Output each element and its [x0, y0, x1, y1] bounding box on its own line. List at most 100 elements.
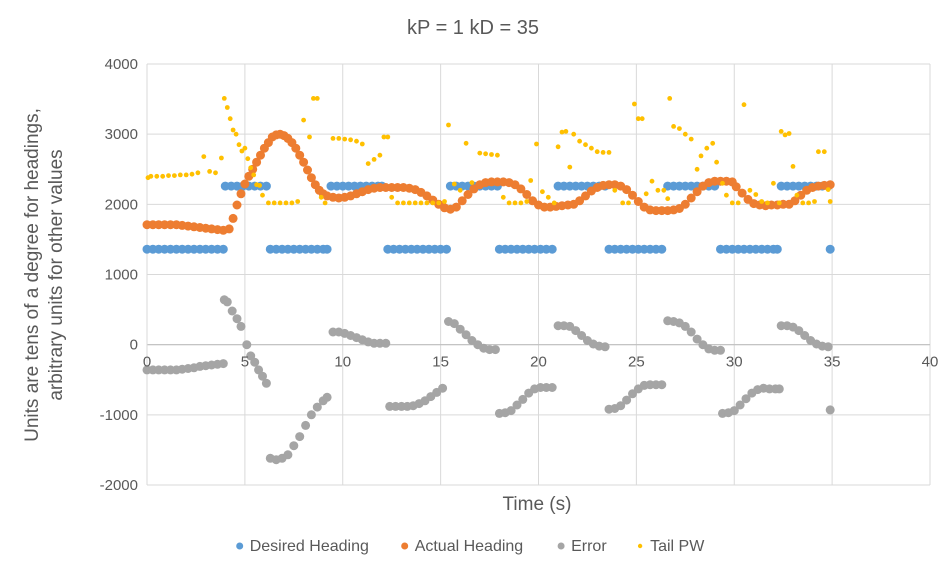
data-point	[516, 184, 526, 194]
series-tail-pw	[145, 96, 833, 206]
x-tick-label: 5	[241, 354, 249, 371]
data-point	[577, 138, 582, 144]
data-point	[786, 131, 792, 136]
data-point	[318, 194, 324, 200]
data-point	[512, 400, 522, 410]
data-point	[303, 165, 312, 175]
data-point	[395, 200, 400, 206]
data-point	[469, 180, 475, 186]
x-tick-label: 25	[628, 354, 645, 371]
data-point	[295, 199, 301, 204]
data-point	[283, 200, 289, 206]
data-point	[692, 187, 702, 197]
data-point	[457, 187, 463, 193]
data-point	[251, 172, 257, 178]
data-point	[172, 173, 177, 179]
data-point	[771, 180, 776, 186]
y-tick-label: -2000	[100, 477, 138, 494]
data-point	[800, 331, 810, 340]
data-point	[686, 193, 696, 203]
data-point	[622, 185, 632, 195]
data-point	[643, 191, 649, 197]
y-axis-title-line-1: Units are tens of a degree for headings,	[22, 108, 43, 442]
data-point	[307, 134, 312, 140]
data-point	[371, 157, 377, 162]
data-point	[160, 173, 166, 179]
series-error	[142, 295, 835, 465]
data-point	[714, 159, 719, 165]
data-point	[227, 306, 237, 316]
data-point	[311, 96, 316, 101]
data-point	[295, 432, 305, 442]
data-point	[401, 200, 406, 206]
data-point	[230, 127, 236, 133]
data-point	[796, 190, 806, 200]
legend-label: Tail PW	[650, 538, 705, 555]
legend-item-actual-heading: Actual Heading	[401, 538, 523, 555]
data-point	[816, 149, 821, 155]
data-point	[547, 383, 557, 392]
data-point	[778, 129, 784, 134]
data-point	[201, 154, 207, 160]
data-point	[489, 152, 494, 157]
data-point	[306, 410, 316, 420]
data-point	[731, 182, 741, 192]
data-point	[449, 319, 459, 329]
data-point	[418, 200, 424, 206]
data-point	[348, 137, 353, 143]
data-point	[737, 188, 747, 198]
data-point	[463, 190, 473, 199]
data-point	[649, 178, 655, 184]
data-point	[551, 200, 557, 206]
data-point	[227, 116, 233, 122]
data-point	[790, 164, 796, 169]
data-point	[299, 157, 309, 167]
x-axis-title: Time (s)	[503, 494, 572, 515]
data-point	[314, 96, 320, 101]
legend-marker	[236, 542, 244, 550]
data-point	[239, 148, 245, 154]
data-point	[616, 401, 626, 411]
data-point	[680, 321, 690, 331]
data-point	[295, 150, 305, 160]
data-point	[774, 384, 784, 394]
data-point	[330, 136, 336, 141]
data-point	[301, 117, 306, 123]
data-point	[639, 116, 645, 122]
data-point	[606, 150, 612, 155]
series-desired-heading	[142, 181, 835, 254]
data-point	[753, 192, 759, 197]
data-point	[244, 171, 254, 181]
data-point	[522, 190, 532, 199]
data-point	[312, 402, 322, 412]
data-point	[490, 345, 500, 355]
data-point	[451, 181, 457, 187]
data-point	[589, 145, 594, 151]
data-point	[633, 197, 643, 206]
data-point	[322, 244, 332, 254]
y-tick-label: 1000	[105, 267, 138, 284]
data-point	[794, 326, 804, 336]
data-point	[195, 170, 201, 176]
data-point	[271, 200, 277, 206]
data-point	[277, 200, 283, 206]
data-point	[518, 200, 524, 206]
data-point	[242, 340, 252, 350]
data-point	[686, 327, 696, 337]
data-point	[389, 194, 395, 200]
data-point	[632, 101, 637, 107]
data-point	[622, 395, 632, 405]
data-point	[724, 192, 729, 198]
x-tick-label: 35	[824, 354, 841, 371]
data-point	[224, 105, 230, 110]
data-point	[261, 181, 271, 191]
data-point	[694, 166, 700, 172]
data-point	[242, 145, 248, 151]
data-point	[260, 192, 265, 198]
data-point	[359, 141, 365, 147]
data-point	[671, 124, 676, 129]
data-point	[747, 187, 753, 193]
data-point	[256, 150, 265, 160]
data-point	[545, 194, 551, 200]
